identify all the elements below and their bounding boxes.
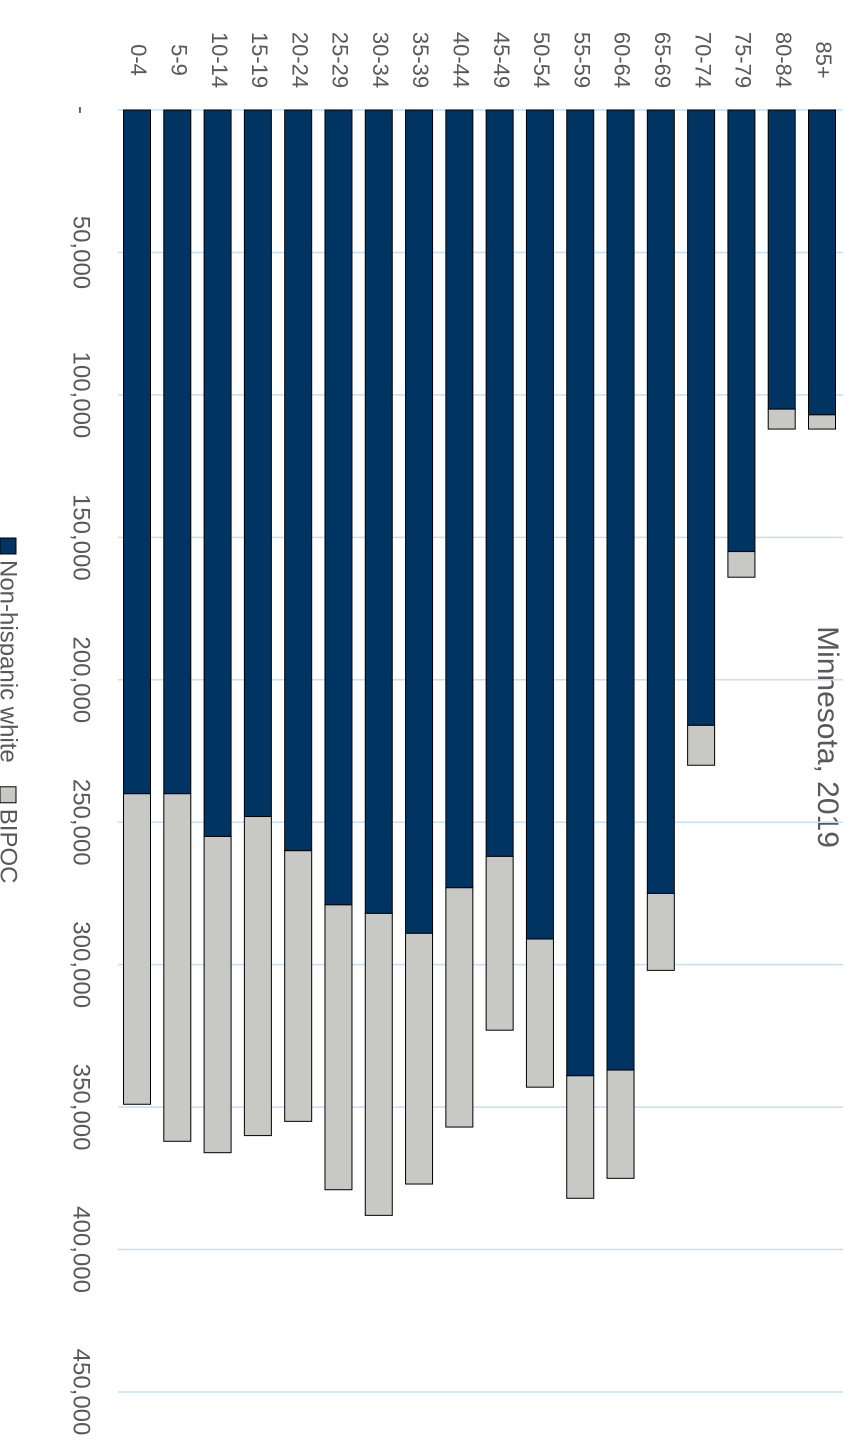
legend-swatch <box>0 537 17 555</box>
y-tick-label: 400,000 <box>68 1206 95 1293</box>
bar-segment <box>405 932 434 1185</box>
y-tick-label: 250,000 <box>68 779 95 866</box>
bar-segment <box>364 912 393 1216</box>
bar-segment <box>767 408 796 430</box>
bar-segment <box>687 724 716 766</box>
bar-segment <box>687 109 716 726</box>
x-tick-label: 30-34 <box>368 32 393 88</box>
x-tick-label: 10-14 <box>207 32 232 88</box>
bar-segment <box>123 109 151 795</box>
y-tick-label: 450,000 <box>68 1349 95 1436</box>
x-tick-label: 0-4 <box>126 44 151 76</box>
x-tick-label: 5-9 <box>166 44 191 76</box>
y-tick-label: 150,000 <box>68 494 95 581</box>
bar-segment <box>163 109 192 795</box>
bar-segment <box>566 109 595 1077</box>
bar-segment <box>284 109 313 852</box>
bar-segment <box>485 855 514 1031</box>
bar-segment <box>646 892 675 971</box>
bar-segment <box>324 904 353 1191</box>
x-tick-label: 75-79 <box>731 32 756 88</box>
bar-segment <box>606 1069 635 1179</box>
bar-segment <box>485 109 514 857</box>
legend-swatch <box>0 786 17 804</box>
chart-title: Minnesota, 2019 <box>811 626 844 848</box>
bar-segment <box>767 109 796 410</box>
bar-segment <box>646 109 675 894</box>
bar-segment <box>525 938 554 1088</box>
bar-segment <box>445 109 474 889</box>
bar-segment <box>284 850 313 1122</box>
x-tick-label: 60-64 <box>610 32 635 88</box>
x-tick-label: 15-19 <box>247 32 272 88</box>
x-tick-label: 65-69 <box>650 32 675 88</box>
bar-segment <box>243 816 272 1137</box>
bar-segment <box>163 793 192 1142</box>
legend-label: Non-hispanic white <box>0 560 22 763</box>
x-tick-label: 40-44 <box>449 32 474 88</box>
bar-segment <box>123 793 151 1105</box>
legend: Non-hispanic white BIPOC <box>0 537 22 884</box>
x-tick-label: 20-24 <box>287 32 312 88</box>
x-tick-label: 55-59 <box>569 32 594 88</box>
bar-segment <box>727 109 756 553</box>
y-tick-label: 350,000 <box>68 1064 95 1151</box>
x-tick-label: 35-39 <box>408 32 433 88</box>
bar-segment <box>606 109 635 1071</box>
bar-segment <box>405 109 434 934</box>
x-tick-label: 25-29 <box>328 32 353 88</box>
bar-segment <box>445 887 474 1128</box>
bar-segment <box>243 109 272 818</box>
y-tick-label: 100,000 <box>68 352 95 439</box>
bar-segment <box>808 414 836 430</box>
bar-segment <box>324 109 353 906</box>
x-tick-label: 85+ <box>811 41 836 78</box>
bar-segment <box>808 109 836 416</box>
x-tick-label: 70-74 <box>690 32 715 88</box>
y-tick-label: - <box>68 106 95 114</box>
x-tick-label: 50-54 <box>529 32 554 88</box>
bar-segment <box>525 109 554 940</box>
bar-segment <box>203 109 232 837</box>
y-tick-label: 300,000 <box>68 921 95 1008</box>
x-tick-label: 45-49 <box>489 32 514 88</box>
bar-segment <box>727 551 756 578</box>
bar-segment <box>566 1075 595 1199</box>
bar-segment <box>203 835 232 1154</box>
y-tick-label: 50,000 <box>68 216 95 289</box>
x-tick-label: 80-84 <box>771 32 796 88</box>
y-tick-label: 200,000 <box>68 636 95 723</box>
bar-segment <box>364 109 393 914</box>
legend-label: BIPOC <box>0 809 22 884</box>
